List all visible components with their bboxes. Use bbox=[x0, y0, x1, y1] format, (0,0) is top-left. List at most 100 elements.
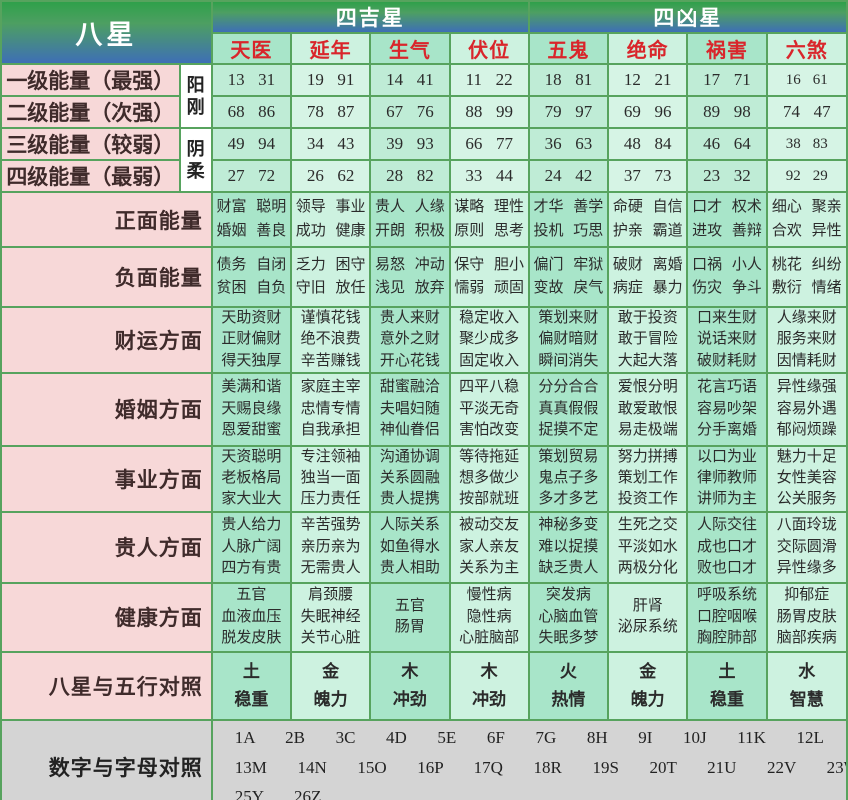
yin-rou-label: 阴柔 bbox=[178, 127, 213, 193]
energy-row-1: 一级能量（最强） 阳刚 13 31 19 91 14 41 11 22 18 8… bbox=[0, 63, 848, 129]
energy-level-label: 二级能量（次强） bbox=[0, 95, 181, 129]
star-name-cell: 六煞 bbox=[765, 32, 848, 65]
letters-map-label: 数字与字母对照 bbox=[0, 718, 213, 800]
letters-line-2: 13M 14N 15O 16P 17Q 18R 19S 20T 21U 22V … bbox=[234, 757, 845, 777]
letters-line-1: 1A 2B 3C 4D 5E 6F 7G 8H 9I 10J 11K 12L bbox=[234, 728, 824, 748]
trait-cell: 才华 善学 投机 巧思 bbox=[527, 191, 610, 248]
letters-line-3: 25Y 26Z bbox=[234, 786, 322, 800]
trait-cell: 人际关系 如鱼得水 贵人相助 bbox=[369, 510, 451, 584]
energy-pair-cell: 23 32 bbox=[686, 159, 768, 193]
corner-header: 八星 bbox=[0, 0, 213, 65]
energy-pair-cell: 38 83 bbox=[765, 127, 848, 161]
section-label: 事业方面 bbox=[0, 444, 213, 513]
trait-cell: 命硬 自信 护亲 霸道 bbox=[607, 191, 689, 248]
energy-pair-cell: 33 44 bbox=[448, 159, 530, 193]
trait-cell: 口祸 小人 伤灾 争斗 bbox=[686, 246, 768, 308]
trait-cell: 家庭主宰 忠情专情 自我承担 bbox=[289, 371, 372, 447]
trait-cell: 分分合合 真真假假 捉摸不定 bbox=[527, 371, 610, 447]
star-name-cell: 天医 bbox=[210, 32, 293, 65]
trait-cell: 努力拼搏 策划工作 投资工作 bbox=[607, 444, 689, 513]
energy-pair-cell: 14 41 bbox=[369, 63, 451, 97]
trait-cell: 肝肾 泌尿系统 bbox=[607, 581, 689, 653]
star-name-cell: 五鬼 bbox=[527, 32, 610, 65]
trait-cell: 债务 自闭 贫困 自负 bbox=[210, 246, 293, 308]
trait-cell: 五官 肠胃 bbox=[369, 581, 451, 653]
energy-pair-cell: 34 43 bbox=[289, 127, 372, 161]
trait-cell: 贵人给力 人脉广阔 四方有贵 bbox=[210, 510, 293, 584]
star-name-row: 天医 延年 生气 伏位 五鬼 绝命 祸害 六煞 bbox=[1, 32, 848, 65]
energy-pair-cell: 39 93 bbox=[369, 127, 451, 161]
trait-cell: 稳定收入 聚少成多 固定收入 bbox=[448, 306, 530, 374]
section-label: 财运方面 bbox=[0, 306, 213, 374]
trait-cell: 美满和谐 天赐良缘 恩爱甜蜜 bbox=[210, 371, 293, 447]
energy-pair-cell: 11 22 bbox=[448, 63, 530, 97]
section-label: 负面能量 bbox=[0, 246, 213, 308]
trait-cell: 爱恨分明 敢爱敢恨 易走极端 bbox=[607, 371, 689, 447]
bad-stars-header: 四凶星 bbox=[527, 0, 848, 34]
trait-cell: 桃花 纠纷 敷衍 情绪 bbox=[765, 246, 848, 308]
energy-pair-cell: 16 61 bbox=[765, 63, 848, 97]
letters-map-row: 数字与字母对照 1A 2B 3C 4D 5E 6F 7G 8H 9I 10J 1… bbox=[0, 718, 848, 800]
trait-cell: 呼吸系统 口腔咽喉 胸腔肺部 bbox=[686, 581, 768, 653]
star-name-cell: 生气 bbox=[369, 32, 451, 65]
energy-pair-cell: 78 87 bbox=[289, 95, 372, 129]
wealth-row: 财运方面 天助资财 正财偏财 得天独厚 谨慎花钱 绝不浪费 辛苦赚钱 贵人来财 … bbox=[0, 306, 848, 374]
trait-cell: 人缘来财 服务来财 因情耗财 bbox=[765, 306, 848, 374]
trait-cell: 四平八稳 平淡无奇 害怕改变 bbox=[448, 371, 530, 447]
energy-pair-cell: 69 96 bbox=[607, 95, 689, 129]
trait-cell: 抑郁症 肠胃皮肤 脑部疾病 bbox=[765, 581, 848, 653]
element-cell: 水 智慧 bbox=[765, 650, 848, 721]
trait-cell: 谨慎花钱 绝不浪费 辛苦赚钱 bbox=[289, 306, 372, 374]
trait-cell: 甜蜜融洽 夫唱妇随 神仙眷侣 bbox=[369, 371, 451, 447]
element-cell: 木 冲劲 bbox=[448, 650, 530, 721]
energy-pair-cell: 36 63 bbox=[527, 127, 610, 161]
element-cell: 火 热情 bbox=[527, 650, 610, 721]
energy-pair-cell: 68 86 bbox=[210, 95, 293, 129]
trait-cell: 敢于投资 敢于冒险 大起大落 bbox=[607, 306, 689, 374]
energy-level-label: 三级能量（较弱） bbox=[0, 127, 181, 161]
energy-pair-cell: 18 81 bbox=[527, 63, 610, 97]
star-name-cell: 伏位 bbox=[448, 32, 530, 65]
trait-cell: 贵人 人缘 开朗 积极 bbox=[369, 191, 451, 248]
section-label: 贵人方面 bbox=[0, 510, 213, 584]
five-elements-row: 八星与五行对照 土 稳重 金 魄力 木 冲劲 木 冲劲 火 热情 金 魄力 土 … bbox=[0, 650, 848, 721]
element-cell: 金 魄力 bbox=[607, 650, 689, 721]
section-label: 健康方面 bbox=[0, 581, 213, 653]
good-stars-header: 四吉星 bbox=[210, 0, 530, 34]
element-cell: 木 冲劲 bbox=[369, 650, 451, 721]
energy-pair-cell: 17 71 bbox=[686, 63, 768, 97]
negative-energy-row: 负面能量 债务 自闭 贫困 自负 乏力 困守 守旧 放任 易怒 冲动 浅见 放弃… bbox=[0, 246, 848, 308]
trait-cell: 异性缘强 容易外遇 郁闷烦躁 bbox=[765, 371, 848, 447]
trait-cell: 神秘多变 难以捉摸 缺乏贵人 bbox=[527, 510, 610, 584]
group-header-row: 八星 四吉星 四凶星 bbox=[0, 0, 848, 65]
section-label: 婚姻方面 bbox=[0, 371, 213, 447]
energy-row-4: 四级能量（最弱） 27 72 26 62 28 82 33 44 24 42 3… bbox=[0, 159, 848, 193]
section-label: 正面能量 bbox=[0, 191, 213, 248]
energy-pair-cell: 74 47 bbox=[765, 95, 848, 129]
trait-cell: 天助资财 正财偏财 得天独厚 bbox=[210, 306, 293, 374]
energy-level-label: 一级能量（最强） bbox=[0, 63, 181, 97]
trait-cell: 突发病 心脑血管 失眠多梦 bbox=[527, 581, 610, 653]
element-cell: 土 稳重 bbox=[686, 650, 768, 721]
career-row: 事业方面 天资聪明 老板格局 家大业大 专注领袖 独当一面 压力责任 沟通协调 … bbox=[0, 444, 848, 513]
energy-pair-cell: 12 21 bbox=[607, 63, 689, 97]
trait-cell: 细心 聚亲 合欢 异性 bbox=[765, 191, 848, 248]
energy-pair-cell: 48 84 bbox=[607, 127, 689, 161]
trait-cell: 辛苦强势 亲历亲为 无需贵人 bbox=[289, 510, 372, 584]
energy-pair-cell: 24 42 bbox=[527, 159, 610, 193]
energy-row-2: 二级能量（次强） 68 86 78 87 67 76 88 99 79 97 6… bbox=[0, 95, 848, 129]
trait-cell: 偏门 牢狱 变故 戾气 bbox=[527, 246, 610, 308]
energy-level-label: 四级能量（最弱） bbox=[0, 159, 181, 193]
trait-cell: 策划贸易 鬼点子多 多才多艺 bbox=[527, 444, 610, 513]
star-name-cell: 绝命 bbox=[607, 32, 689, 65]
trait-cell: 策划来财 偏财暗财 瞬间消失 bbox=[527, 306, 610, 374]
energy-pair-cell: 13 31 bbox=[210, 63, 293, 97]
letters-map-cell: 1A 2B 3C 4D 5E 6F 7G 8H 9I 10J 11K 12L 1… bbox=[210, 718, 848, 800]
energy-pair-cell: 89 98 bbox=[686, 95, 768, 129]
trait-cell: 肩颈腰 失眠神经 关节心脏 bbox=[289, 581, 372, 653]
trait-cell: 保守 胆小 懦弱 顽固 bbox=[448, 246, 530, 308]
energy-pair-cell: 49 94 bbox=[210, 127, 293, 161]
benefactor-row: 贵人方面 贵人给力 人脉广阔 四方有贵 辛苦强势 亲历亲为 无需贵人 人际关系 … bbox=[0, 510, 848, 584]
trait-cell: 等待拖延 想多做少 按部就班 bbox=[448, 444, 530, 513]
